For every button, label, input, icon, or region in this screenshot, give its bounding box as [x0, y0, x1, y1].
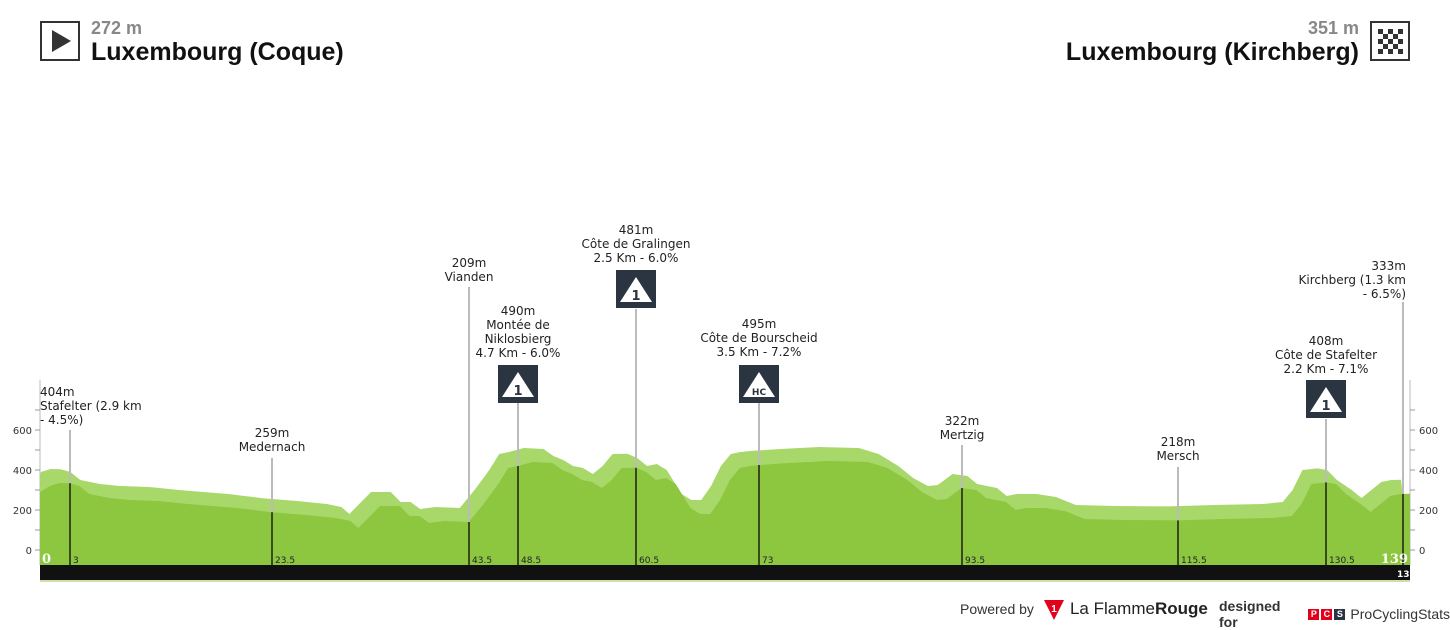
- marker-label: 4.7 Km - 6.0%: [476, 346, 561, 360]
- marker-label: Mersch: [1156, 449, 1199, 463]
- marker-label: Côte de Stafelter: [1275, 348, 1377, 362]
- marker-label: 2.5 Km - 6.0%: [594, 251, 679, 265]
- finish-checkered-flag-icon: [1370, 21, 1410, 61]
- finish-header: 351 m Luxembourg (Kirchberg): [1066, 18, 1359, 66]
- start-header: 272 m Luxembourg (Coque): [91, 18, 344, 66]
- y-tick-label-left: 600: [13, 426, 32, 437]
- lfr-brand-b: Rouge: [1154, 599, 1208, 618]
- distance-bar: [40, 565, 1410, 580]
- marker-label: 259m: [255, 426, 290, 440]
- marker-label: 495m: [742, 317, 777, 331]
- pcs-name: ProCyclingStats: [1350, 606, 1450, 622]
- marker-label: - 4.5%): [40, 413, 83, 427]
- marker-label: Côte de Bourscheid: [700, 331, 817, 345]
- marker-label: 209m: [452, 256, 487, 270]
- climb-category-label: HC: [752, 388, 767, 398]
- bar-km-label: 13: [1397, 570, 1410, 580]
- pcs-logo-icon: P C S: [1308, 608, 1346, 620]
- start-km-label: 0: [42, 552, 51, 567]
- pcs-letter: C: [1321, 608, 1333, 620]
- mountain-triangle-icon: [620, 277, 652, 302]
- marker-label: Mertzig: [940, 428, 985, 442]
- y-tick-label-right: 600: [1419, 426, 1438, 437]
- designed-for-label: designed for: [1219, 598, 1281, 630]
- la-flamme-rouge-brand: La FlammeRouge: [1070, 599, 1208, 619]
- km-label: 130.5: [1329, 556, 1355, 566]
- start-altitude: 272 m: [91, 18, 143, 38]
- la-flamme-rouge-logo-icon: 1: [1043, 598, 1064, 620]
- km-label: 73: [762, 556, 773, 566]
- start-location: Luxembourg (Coque): [91, 38, 344, 66]
- mountain-triangle-icon: [502, 372, 534, 397]
- marker-label: 2.2 Km - 7.1%: [1284, 362, 1369, 376]
- y-tick-label-left: 0: [26, 546, 32, 557]
- marker-label: Stafelter (2.9 km: [40, 399, 142, 413]
- end-km-label: 139: [1381, 552, 1408, 567]
- finish-altitude: 351 m: [1307, 18, 1359, 38]
- y-tick-label-left: 200: [13, 506, 32, 517]
- designed-for: designed for P C S ProCyclingStats: [1219, 598, 1450, 630]
- marker-label: 333m: [1371, 259, 1406, 273]
- marker-label: 218m: [1161, 435, 1196, 449]
- marker-label: Vianden: [445, 270, 494, 284]
- lfr-logo-number: 1: [1051, 604, 1057, 615]
- marker-label: Montée de: [486, 318, 550, 332]
- powered-by-label: Powered by: [960, 601, 1034, 617]
- marker-label: 490m: [501, 304, 536, 318]
- climb-category-label: 1: [631, 289, 640, 304]
- lfr-brand-a: La Flamme: [1069, 599, 1155, 618]
- powered-by: Powered by 1 La FlammeRouge: [960, 598, 1208, 620]
- km-label: 23.5: [275, 556, 295, 566]
- finish-location: Luxembourg (Kirchberg): [1065, 38, 1359, 66]
- marker-label: Medernach: [239, 440, 306, 454]
- marker-label: Kirchberg (1.3 km: [1299, 273, 1406, 287]
- km-label: 43.5: [472, 556, 492, 566]
- mountain-triangle-icon: [743, 372, 775, 397]
- km-label: 93.5: [965, 556, 985, 566]
- profile-area: [40, 461, 1410, 579]
- km-label: 48.5: [521, 556, 541, 566]
- y-tick-label-right: 200: [1419, 506, 1438, 517]
- y-tick-label-right: 0: [1419, 546, 1425, 557]
- marker-label: 322m: [945, 414, 980, 428]
- marker-label: Niklosbierg: [485, 332, 552, 346]
- pcs-letter: P: [1308, 608, 1320, 620]
- climb-category-label: 1: [513, 384, 522, 399]
- marker-label: 481m: [619, 223, 654, 237]
- km-label: 115.5: [1181, 556, 1207, 566]
- marker-label: Côte de Gralingen: [582, 237, 691, 251]
- marker-label: 404m: [40, 385, 75, 399]
- y-tick-label-right: 400: [1419, 466, 1438, 477]
- km-label: 3: [73, 556, 79, 566]
- km-label: 60.5: [639, 556, 659, 566]
- climb-category-label: 1: [1321, 399, 1330, 414]
- mountain-triangle-icon: [1310, 387, 1342, 412]
- marker-label: 3.5 Km - 7.2%: [717, 345, 802, 359]
- pcs-letter: S: [1334, 608, 1346, 620]
- marker-label: 408m: [1309, 334, 1344, 348]
- y-tick-label-left: 400: [13, 466, 32, 477]
- start-flag-play-icon: [40, 21, 80, 61]
- marker-label: - 6.5%): [1363, 287, 1406, 301]
